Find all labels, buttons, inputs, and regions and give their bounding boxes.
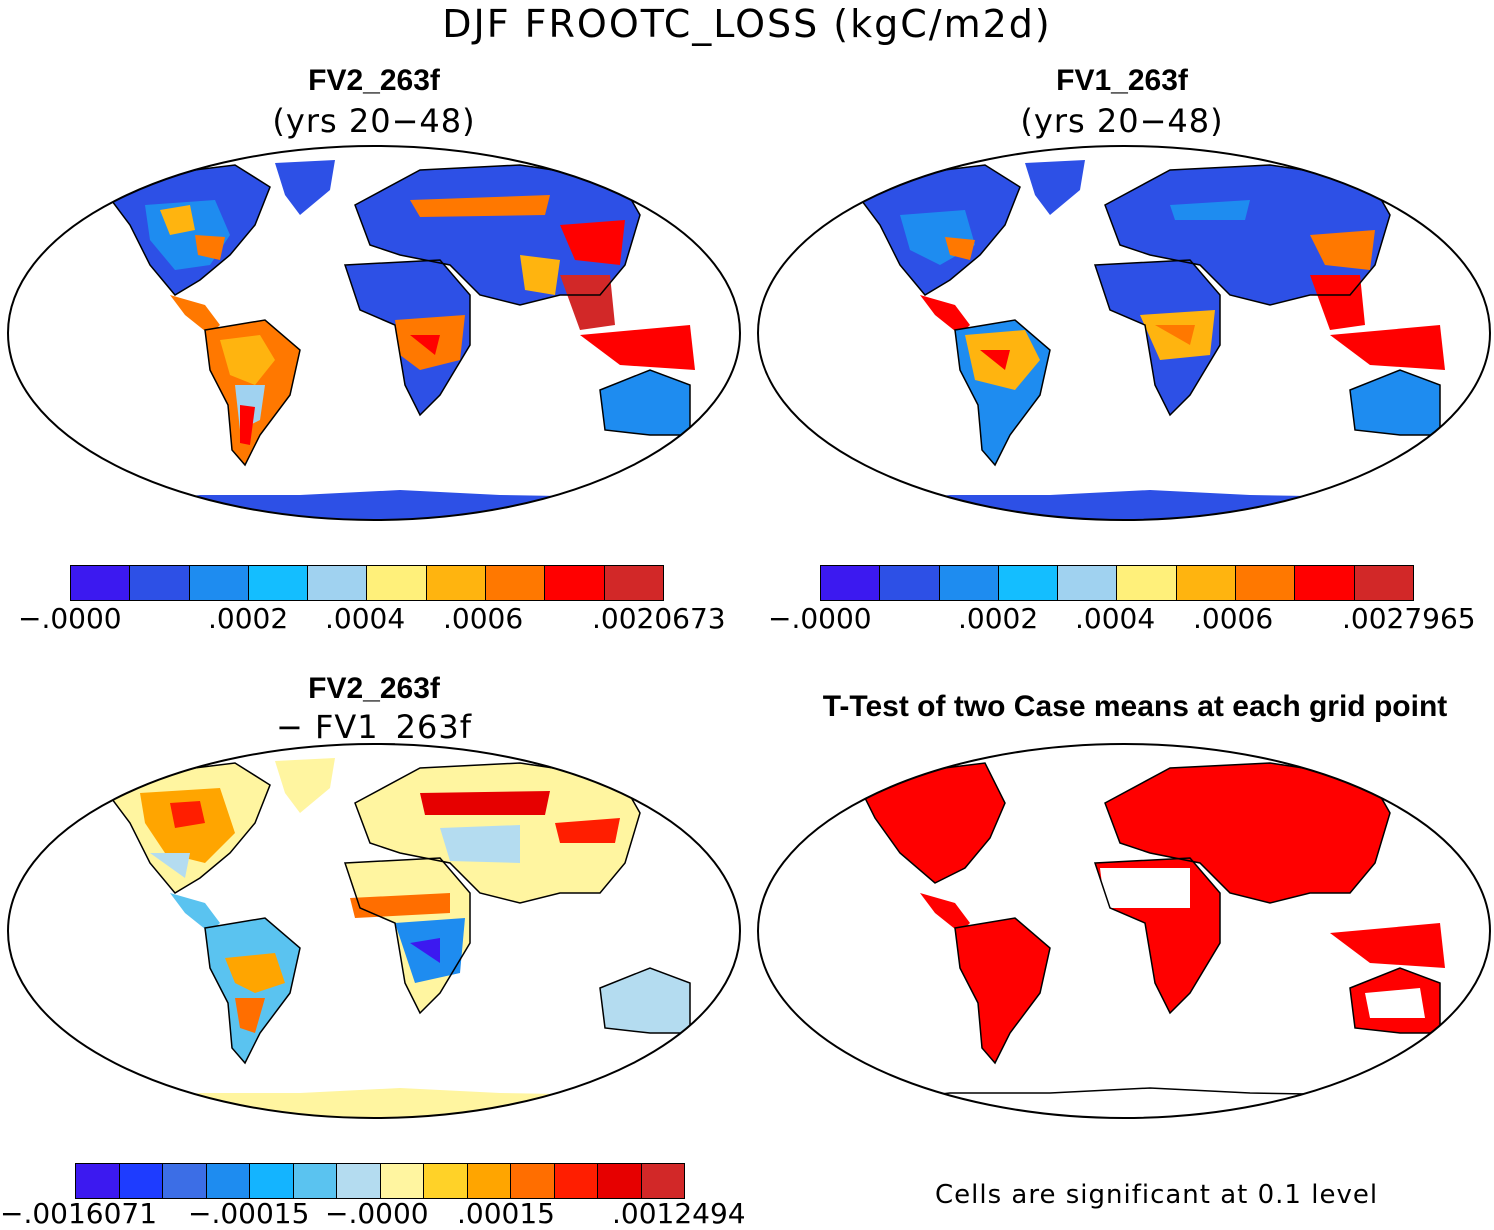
colorbar-fv1-swatch-7 (1236, 566, 1296, 600)
colorbar-fv1-swatch-9 (1354, 566, 1413, 600)
colorbar-diff-label-3: .00015 (457, 1197, 555, 1230)
colorbar-fv2-swatch-2 (189, 566, 249, 600)
colorbar-fv2-swatch-9 (604, 566, 663, 600)
panel-ttest-title: T-Test of two Case means at each grid po… (822, 690, 1448, 723)
colorbar-diff-swatch-7 (380, 1164, 424, 1198)
panel-fv2-subtitle: (yrs 20−48) (272, 102, 476, 140)
colorbar-fv2-swatch-4 (308, 566, 368, 600)
colorbar-fv2-swatch-3 (248, 566, 309, 600)
colorbar-fv2-label-2: .0004 (325, 602, 406, 635)
colorbar-diff-swatch-1 (119, 1164, 163, 1198)
colorbar-fv1-swatch-6 (1176, 566, 1237, 600)
colorbar-fv1-swatch-2 (939, 566, 999, 600)
panel-fv1-subtitle: (yrs 20−48) (1020, 102, 1224, 140)
colorbar-fv2-swatch-5 (367, 566, 427, 600)
colorbar-fv2 (70, 565, 664, 601)
colorbar-fv2-label-3: .0006 (443, 602, 524, 635)
colorbar-diff-swatch-3 (206, 1164, 250, 1198)
colorbar-fv1-swatch-8 (1295, 566, 1355, 600)
colorbar-diff-swatch-6 (337, 1164, 381, 1198)
colorbar-fv2-swatch-7 (486, 566, 546, 600)
colorbar-diff-swatch-2 (163, 1164, 207, 1198)
figure-title: DJF FROOTC_LOSS (kgC/m2d) (442, 2, 1052, 46)
colorbar-diff-swatch-11 (554, 1164, 598, 1198)
map-diff (7, 743, 741, 1119)
map-ttest (757, 743, 1491, 1119)
colorbar-fv1-swatch-1 (880, 566, 940, 600)
colorbar-diff-swatch-13 (641, 1164, 684, 1198)
colorbar-diff-swatch-5 (293, 1164, 337, 1198)
colorbar-diff-label-1: −.00015 (188, 1197, 310, 1230)
colorbar-fv1-swatch-3 (998, 566, 1059, 600)
colorbar-fv1-swatch-5 (1117, 566, 1177, 600)
colorbar-fv2-label-4: .0020673 (592, 602, 726, 635)
colorbar-diff-label-4: .0012494 (612, 1197, 746, 1230)
panel-fv2-title: FV2_263f (308, 64, 440, 97)
colorbar-fv1-label-1: .0002 (958, 602, 1039, 635)
colorbar-fv2-label-0: −.0000 (18, 602, 122, 635)
colorbar-fv2-swatch-6 (426, 566, 487, 600)
colorbar-diff-swatch-4 (250, 1164, 294, 1198)
colorbar-fv2-label-1: .0002 (208, 602, 289, 635)
colorbar-diff-swatch-12 (598, 1164, 642, 1198)
colorbar-fv1-swatch-4 (1058, 566, 1118, 600)
colorbar-fv1-swatch-0 (821, 566, 881, 600)
colorbar-fv1 (820, 565, 1414, 601)
colorbar-diff-swatch-8 (424, 1164, 468, 1198)
map-fv2 (7, 145, 741, 521)
panel-diff-title: FV2_263f (308, 672, 440, 705)
colorbar-fv2-swatch-1 (130, 566, 190, 600)
colorbar-fv1-label-4: .0027965 (1342, 602, 1476, 635)
colorbar-diff-swatch-0 (76, 1164, 120, 1198)
panel-fv1-title: FV1_263f (1056, 64, 1188, 97)
colorbar-fv2-swatch-0 (71, 566, 131, 600)
colorbar-fv1-label-2: .0004 (1075, 602, 1156, 635)
panel-diff-subtitle: − FV1_263f (276, 708, 472, 746)
colorbar-diff-swatch-9 (467, 1164, 511, 1198)
colorbar-fv2-swatch-8 (545, 566, 605, 600)
colorbar-fv1-label-3: .0006 (1193, 602, 1274, 635)
colorbar-diff-label-2: −.0000 (325, 1197, 429, 1230)
ttest-significance-note: Cells are significant at 0.1 level (935, 1180, 1379, 1210)
colorbar-diff-label-0: −.0016071 (0, 1197, 158, 1230)
colorbar-diff (75, 1163, 685, 1199)
colorbar-diff-swatch-10 (511, 1164, 555, 1198)
colorbar-fv1-label-0: −.0000 (768, 602, 872, 635)
map-fv1 (757, 145, 1491, 521)
